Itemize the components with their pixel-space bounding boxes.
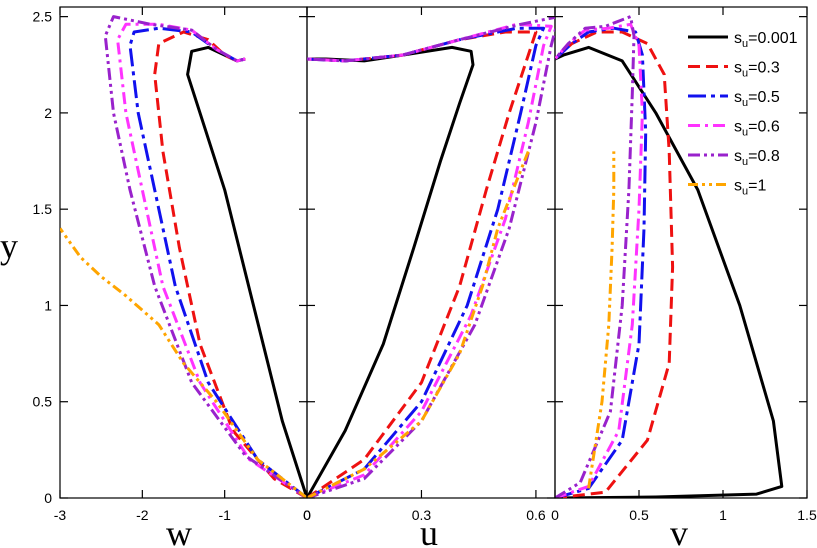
series-w-1	[153, 30, 307, 498]
panel-frame-w	[59, 6, 308, 499]
series-v-5	[587, 151, 616, 489]
x-tick-label-w-3: 0	[303, 507, 311, 523]
legend-value: =1	[748, 178, 766, 195]
x-tick-label-v-1: 0.5	[629, 507, 649, 523]
legend-sub: u	[742, 186, 748, 198]
series-u-2	[307, 26, 546, 498]
series-v-3	[555, 22, 644, 498]
x-tick-label-v-2: 1	[719, 507, 727, 523]
y-tick-label-5: 2.5	[33, 9, 53, 25]
legend-s: s	[734, 148, 742, 165]
series-u-0	[307, 45, 475, 498]
legend-sub: u	[742, 38, 748, 50]
panel-frames	[59, 6, 808, 499]
legend-s: s	[734, 30, 742, 47]
series-w-3	[116, 22, 307, 498]
series-layer	[60, 15, 784, 498]
legend-label-1: su=0.3	[734, 60, 780, 80]
legend-sub: u	[742, 68, 748, 80]
x-tick-label-u-1: 0.3	[412, 507, 432, 523]
series-w-5	[60, 227, 307, 498]
y-tick-label-0: 0	[44, 490, 52, 506]
legend-s: s	[734, 178, 742, 195]
series-u-1	[307, 30, 538, 498]
y-tick-label-4: 2	[44, 105, 52, 121]
legend-value: =0.3	[748, 60, 780, 77]
legend-label-4: su=0.8	[734, 148, 780, 168]
series-u-4	[307, 15, 555, 498]
series-v-0	[555, 45, 784, 498]
legend-sub: u	[742, 156, 748, 168]
series-w-0	[186, 45, 307, 498]
x-axis-label-v: v	[670, 513, 688, 548]
y-tick-label-3: 1.5	[33, 201, 53, 217]
series-u-3	[307, 22, 553, 498]
series-v-4	[555, 15, 636, 498]
panel-frame-u	[306, 6, 556, 499]
x-axis-label-u: u	[420, 513, 438, 548]
series-w-4	[103, 15, 307, 498]
y-axis-label: y	[0, 226, 18, 266]
series-v-1	[555, 30, 675, 498]
legend-s: s	[734, 89, 742, 106]
x-tick-label-w-0: -3	[54, 507, 67, 523]
legend-sub: u	[742, 127, 748, 139]
legend-label-0: su=0.001	[734, 30, 798, 50]
legend-label-5: su=1	[734, 178, 766, 198]
series-w-2	[128, 26, 307, 498]
x-tick-label-w-1: -2	[136, 507, 149, 523]
legend-sub: u	[742, 97, 748, 109]
series-v-2	[555, 26, 648, 498]
y-tick-label-2: 1	[44, 297, 52, 313]
legend-label-2: su=0.5	[734, 89, 780, 109]
legend-label-3: su=0.6	[734, 119, 780, 139]
x-tick-label-w-2: -1	[218, 507, 231, 523]
legend-value: =0.001	[748, 30, 797, 47]
legend-value: =0.6	[748, 119, 780, 136]
legend-value: =0.8	[748, 148, 780, 165]
x-tick-label-u-2: 0.6	[526, 507, 546, 523]
tick-layer: -3 -2 -1 00 0.3 0.6 0 0.5 1 1.500.511.522.5	[33, 7, 817, 523]
series-u-5	[307, 150, 530, 498]
x-tick-label-v-3: 1.5	[797, 507, 817, 523]
y-tick-label-1: 0.5	[33, 394, 53, 410]
x-tick-label-u-0: 0	[303, 507, 311, 523]
panel-frame-v	[554, 6, 808, 499]
legend-s: s	[734, 119, 742, 136]
legend-s: s	[734, 60, 742, 77]
legend-value: =0.5	[748, 89, 780, 106]
x-tick-label-v-0: 0	[551, 507, 559, 523]
x-axis-label-w: w	[166, 513, 192, 548]
